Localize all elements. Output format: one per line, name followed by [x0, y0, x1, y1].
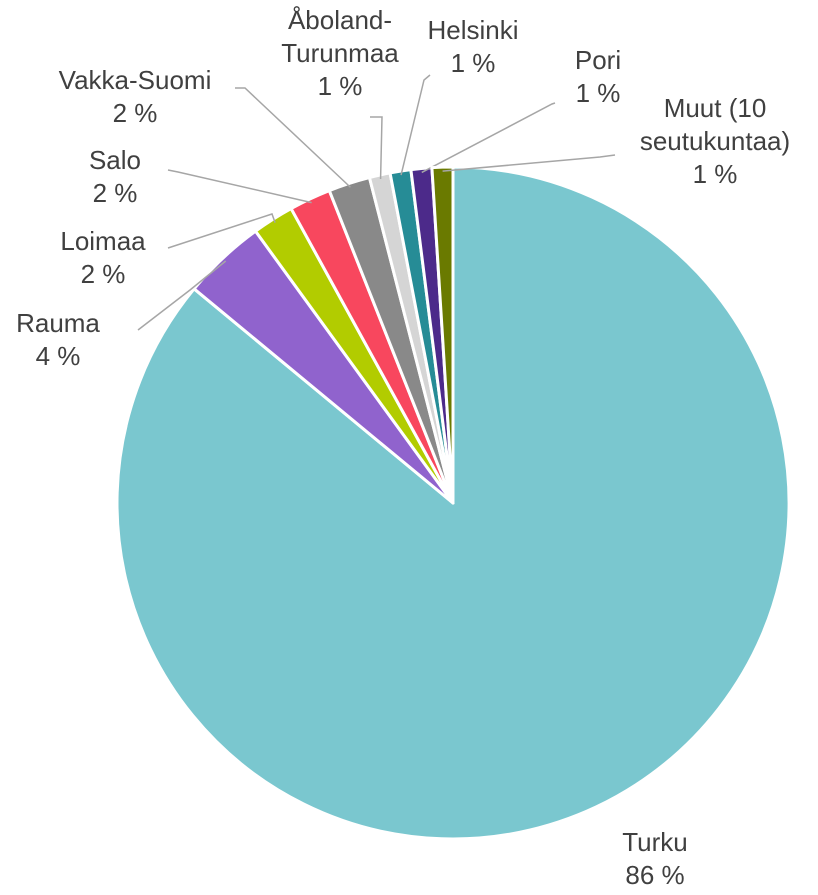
data-label: Muut (10 seutukuntaa) 1 %: [620, 92, 810, 191]
label-value: 2 %: [92, 178, 138, 208]
leader-line: [400, 74, 431, 176]
label-value: 1 %: [692, 159, 738, 189]
label-name: Åboland-Turunmaa: [281, 5, 399, 68]
label-name: Vakka-Suomi: [58, 65, 212, 95]
label-name: Turku: [622, 827, 688, 857]
leader-line: [442, 154, 616, 172]
leader-line: [167, 169, 312, 204]
data-label: Pori 1 %: [548, 44, 648, 110]
data-label: Turku 86 %: [595, 826, 715, 892]
label-value: 2 %: [80, 259, 126, 289]
pie-slice: [430, 165, 455, 505]
leader-line: [370, 116, 383, 180]
label-name: Muut (10 seutukuntaa): [639, 93, 791, 156]
data-label: Loimaa 2 %: [43, 225, 163, 291]
label-name: Salo: [88, 145, 142, 175]
leader-line: [167, 213, 276, 249]
data-label: Vakka-Suomi 2 %: [35, 64, 235, 130]
label-value: 4 %: [35, 341, 81, 371]
label-value: 1 %: [317, 71, 363, 101]
leader-line: [235, 87, 351, 188]
label-name: Helsinki: [427, 15, 519, 45]
label-value: 2 %: [112, 98, 158, 128]
label-name: Loimaa: [60, 226, 146, 256]
label-name: Pori: [574, 45, 622, 75]
label-value: 86 %: [625, 860, 685, 890]
label-value: 1 %: [450, 48, 496, 78]
data-label: Rauma 4 %: [3, 307, 113, 373]
label-value: 1 %: [575, 78, 621, 108]
leader-line: [137, 260, 227, 331]
data-label: Salo 2 %: [60, 144, 170, 210]
data-label: Åboland-Turunmaa 1 %: [270, 4, 410, 103]
data-label: Helsinki 1 %: [408, 14, 538, 80]
label-name: Rauma: [16, 308, 100, 338]
leader-line: [421, 102, 556, 174]
